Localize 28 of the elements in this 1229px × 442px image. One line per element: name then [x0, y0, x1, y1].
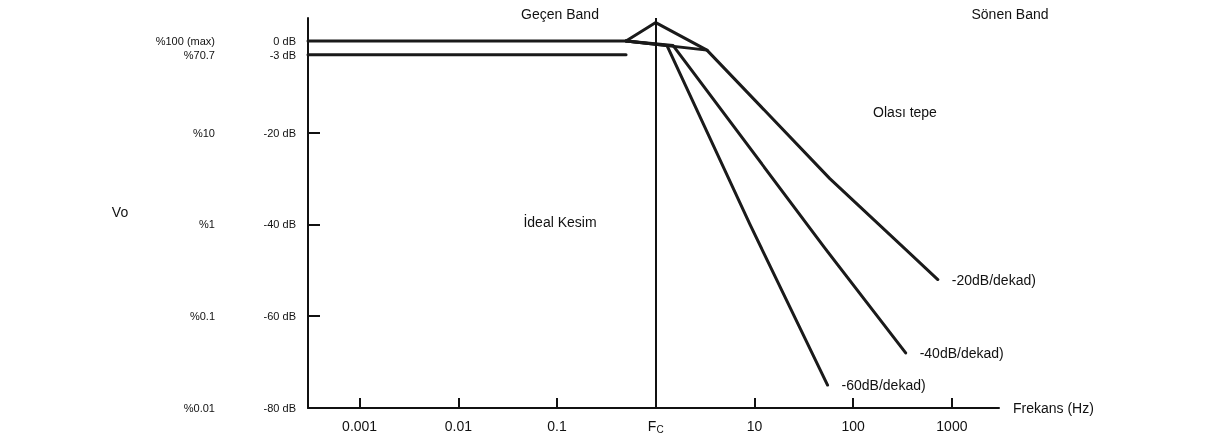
y-tick-label: 0 dB: [273, 34, 296, 47]
x-tick-label: 1000: [936, 418, 968, 434]
text: %0.01: [183, 402, 215, 414]
y-tick-label: -3 dB: [269, 48, 296, 61]
annotation: Olası tepe: [873, 104, 938, 120]
annotation: Geçen Band: [521, 6, 599, 22]
x-tick-label: 0.1: [547, 418, 567, 434]
y-tick-label: -80 dB: [263, 402, 296, 414]
text: %1: [199, 218, 215, 231]
series-label: -20dB/dekad): [951, 271, 1036, 288]
series-label: -40dB/dekad): [919, 344, 1004, 361]
x-tick-label: 0.001: [342, 418, 378, 434]
y-tick-label: -20 dB: [263, 126, 296, 139]
text: %100 (max): [155, 34, 215, 47]
text: Vo: [111, 204, 129, 220]
annotation: Sönen Band: [971, 6, 1049, 22]
series-label: -60dB/dekad): [841, 377, 926, 394]
x-axis-title: Frekans (Hz): [1013, 400, 1094, 416]
x-tick-label: FC: [647, 418, 664, 435]
y-tick-label: -60 dB: [263, 310, 296, 323]
text: %10: [192, 126, 215, 139]
text: %0.1: [189, 310, 215, 323]
text: %70.7: [183, 48, 215, 61]
annotation: İdeal Kesim: [523, 213, 597, 230]
x-tick-label: 0.01: [444, 418, 473, 434]
x-tick-label: 10: [746, 418, 763, 434]
y-tick-label: -40 dB: [263, 218, 296, 231]
x-tick-label: 100: [841, 418, 866, 434]
